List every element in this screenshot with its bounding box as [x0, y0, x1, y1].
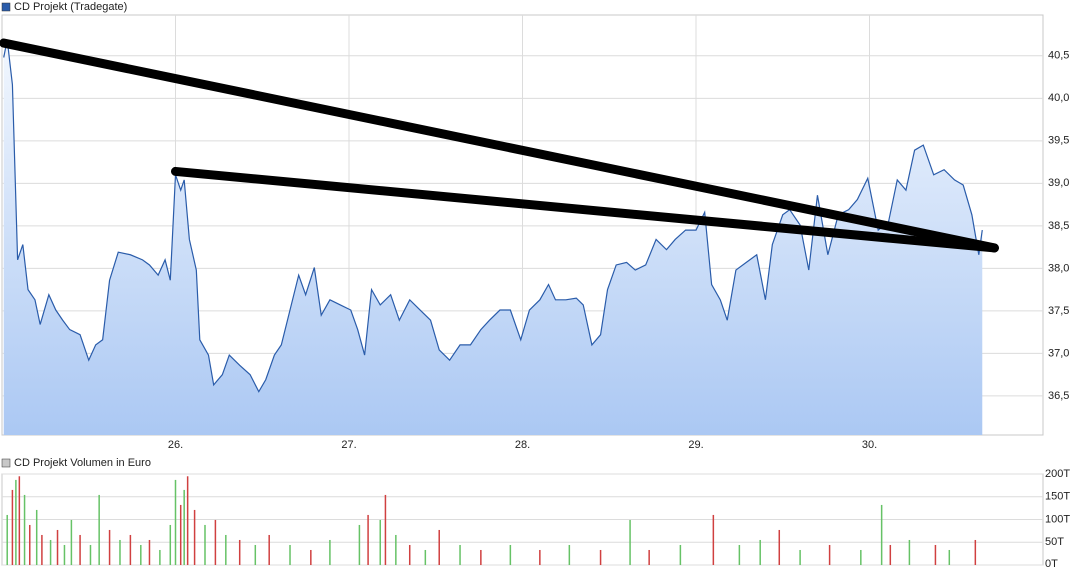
- volume-bar: [358, 524, 361, 565]
- volume-bar: [238, 539, 241, 565]
- volume-bar: [379, 519, 381, 565]
- y-tick-label: 36,5: [1048, 390, 1069, 402]
- y-tick-label: 39,5: [1048, 135, 1069, 147]
- x-tick-label: 30.: [862, 439, 877, 451]
- x-tick-label: 26.: [168, 439, 183, 451]
- volume-bar: [11, 489, 14, 565]
- volume-bar: [828, 544, 831, 565]
- volume-bar: [459, 544, 461, 565]
- price-line: [3, 39, 983, 393]
- volume-bar: [79, 534, 81, 565]
- volume-bar: [310, 549, 312, 565]
- volume-bar: [395, 534, 397, 565]
- volume-bar: [49, 539, 52, 565]
- volume-bar: [140, 544, 142, 565]
- y-tick-label: 50T: [1045, 536, 1064, 548]
- volume-bar: [35, 509, 38, 565]
- y-tick-label: 37,0: [1048, 347, 1069, 359]
- volume-bar: [599, 549, 602, 565]
- volume-bar: [70, 519, 73, 565]
- y-tick-label: 40,0: [1048, 92, 1069, 104]
- volume-bar: [23, 494, 26, 565]
- volume-bar: [629, 519, 631, 565]
- volume-bar: [174, 479, 177, 565]
- volume-bar: [860, 549, 862, 565]
- chart-title: CD Projekt (Tradegate): [14, 1, 127, 13]
- volume-bar: [193, 509, 196, 565]
- y-tick-label: 150T: [1045, 491, 1070, 503]
- volume-bar: [679, 544, 682, 565]
- volume-bar: [934, 544, 937, 565]
- volume-bar: [480, 549, 482, 565]
- volume-bar: [214, 519, 217, 565]
- volume-bar: [799, 549, 801, 565]
- volume-bar: [539, 549, 541, 565]
- x-tick-label: 27.: [341, 439, 356, 451]
- volume-bar: [424, 549, 427, 565]
- legend-swatch: [1, 458, 11, 468]
- x-tick-label: 28.: [515, 439, 530, 451]
- y-tick-label: 37,5: [1048, 305, 1069, 317]
- volume-bar: [204, 524, 206, 565]
- x-tick-label: 29.: [688, 439, 703, 451]
- volume-bar: [56, 529, 59, 565]
- volume-bar: [712, 514, 715, 565]
- legend-swatch: [1, 2, 11, 12]
- volume-bar: [119, 539, 121, 565]
- volume-bar: [169, 524, 172, 565]
- y-tick-label: 39,0: [1048, 177, 1069, 189]
- volume-bar: [183, 489, 185, 565]
- volume-bar: [179, 504, 182, 565]
- chart-title: CD Projekt Volumen in Euro: [14, 457, 151, 469]
- volume-bar: [159, 549, 161, 565]
- volume-bar: [778, 529, 781, 565]
- volume-bar: [438, 529, 440, 565]
- volume-bar: [129, 534, 132, 565]
- y-tick-label: 200T: [1045, 468, 1070, 480]
- volume-bar: [15, 479, 17, 565]
- volume-bar: [738, 544, 741, 565]
- volume-bar: [329, 539, 331, 565]
- volume-bar: [908, 539, 911, 565]
- volume-bar: [89, 544, 92, 565]
- volume-bar: [367, 514, 369, 565]
- volume-bar: [108, 529, 111, 565]
- volume-bar: [568, 544, 571, 565]
- y-tick-label: 100T: [1045, 513, 1070, 525]
- y-tick-label: 0T: [1045, 558, 1058, 570]
- price-area: [3, 39, 983, 435]
- volume-bar: [648, 549, 650, 565]
- volume-bar: [889, 544, 892, 565]
- volume-bar: [41, 534, 43, 565]
- volume-bar: [759, 539, 761, 565]
- volume-bar: [268, 534, 270, 565]
- y-tick-label: 38,0: [1048, 262, 1069, 274]
- volume-bar: [29, 524, 31, 565]
- volume-bar: [880, 504, 883, 565]
- volume-bar: [384, 494, 387, 565]
- volume-bar: [254, 544, 257, 565]
- volume-bar: [974, 539, 977, 565]
- volume-bar: [225, 534, 227, 565]
- volume-bar: [148, 539, 151, 565]
- trend-line: [0, 38, 999, 253]
- volume-bar: [509, 544, 512, 565]
- y-tick-label: 40,5: [1048, 50, 1069, 62]
- volume-bar: [6, 514, 8, 565]
- volume-bar: [63, 544, 66, 565]
- volume-bar: [408, 544, 411, 565]
- trend-line: [171, 166, 999, 253]
- volume-bar: [18, 476, 21, 565]
- volume-bar: [289, 544, 291, 565]
- volume-bar: [186, 476, 189, 565]
- volume-bar: [948, 549, 951, 565]
- y-tick-label: 38,5: [1048, 220, 1069, 232]
- volume-bar: [98, 494, 100, 565]
